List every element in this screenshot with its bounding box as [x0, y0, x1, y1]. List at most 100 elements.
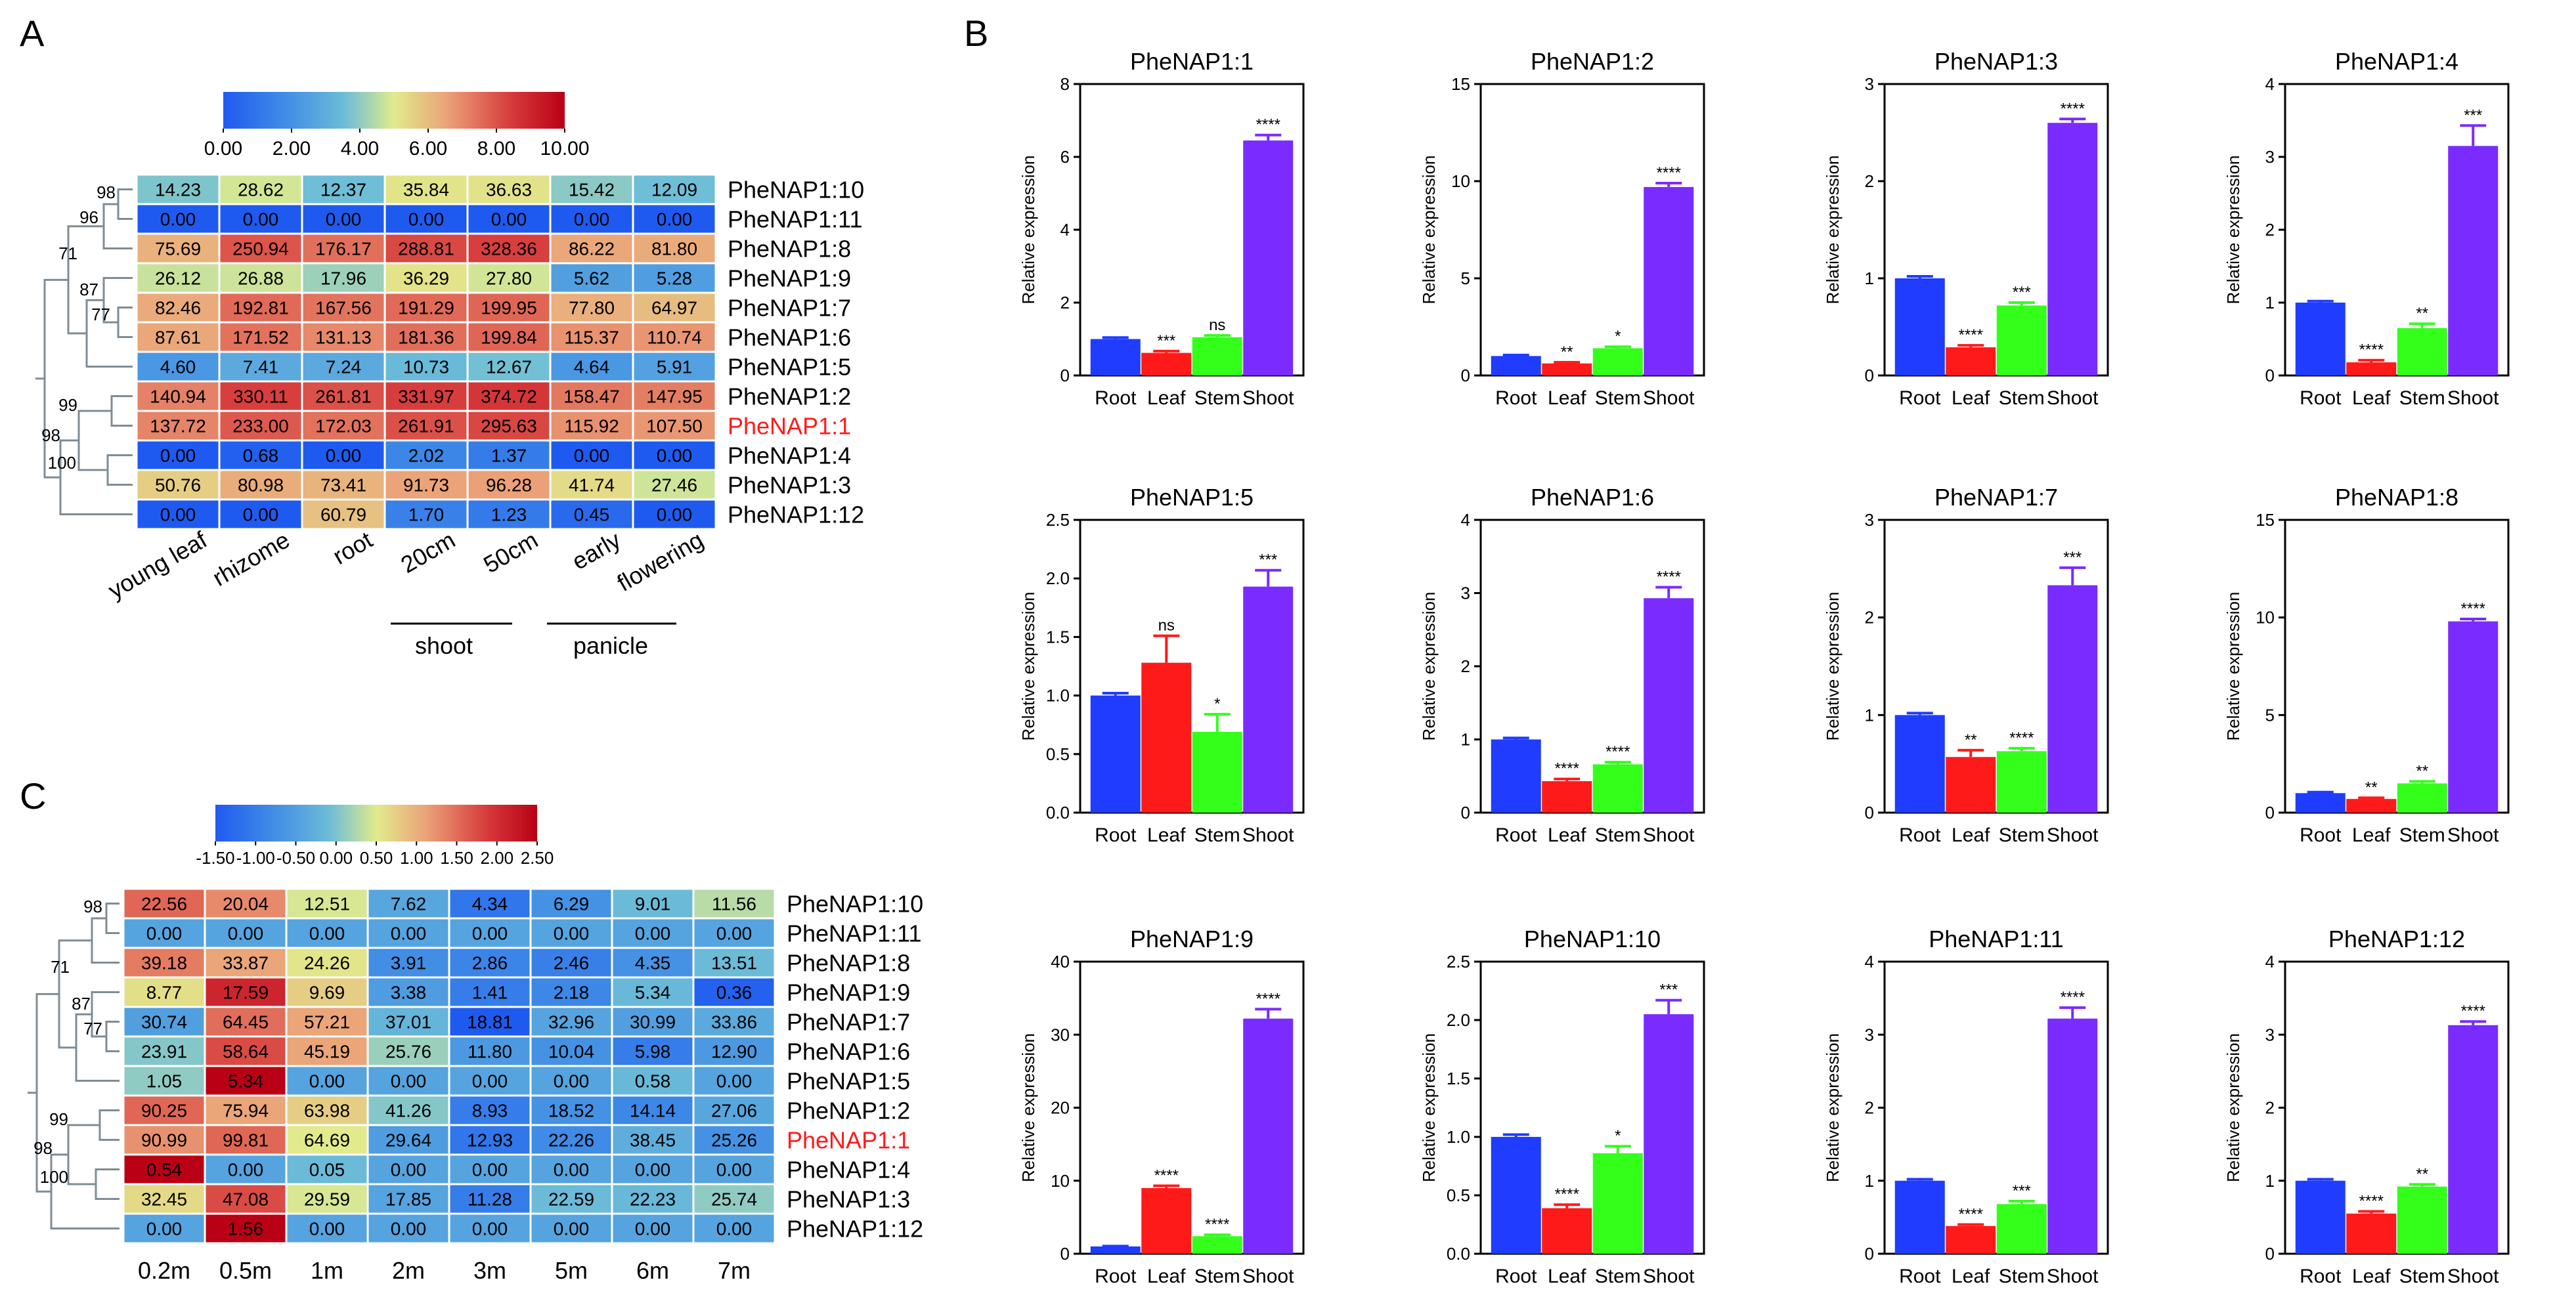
- bootstrap-value: 96: [79, 207, 98, 227]
- chart-frame: [1479, 960, 1705, 1255]
- heatmap-cell-value: 91.73: [403, 475, 449, 496]
- y-axis-label: Relative expression: [1419, 156, 1439, 305]
- heatmap-column-label: 20cm: [396, 526, 460, 578]
- y-tick-label: 2.5: [1046, 510, 1070, 530]
- x-category-label: Root: [1495, 824, 1537, 846]
- colorbar-tick-label: -1.50: [196, 848, 234, 868]
- heatmap-cell: [632, 498, 717, 530]
- heatmap-cell: [135, 380, 221, 412]
- heatmap-cell: [204, 947, 288, 979]
- y-tick-label: 10: [1051, 1171, 1070, 1191]
- chart-title: PheNAP1:8: [2335, 484, 2458, 511]
- y-tick-label: 20: [1051, 1098, 1070, 1118]
- y-axis-label: Relative expression: [1823, 592, 1843, 741]
- heatmap-cell: [466, 439, 552, 471]
- heatmap-c-colorbar: [215, 805, 537, 842]
- x-category-label: Stem: [1595, 387, 1641, 409]
- bar-shoot: [2448, 146, 2499, 375]
- heatmap-cell-value: 158.47: [563, 387, 620, 407]
- colorbar-tick-label: 1.00: [400, 848, 433, 868]
- x-category-label: Leaf: [1147, 387, 1186, 409]
- heatmap-cell-value: 0.00: [243, 505, 279, 525]
- heatmap-cell-value: 64.97: [651, 298, 697, 318]
- heatmap-cell-value: 75.94: [223, 1101, 269, 1121]
- heatmap-cell: [448, 917, 532, 949]
- x-category-label: Stem: [1999, 824, 2045, 846]
- heatmap-cell: [611, 1212, 695, 1245]
- x-category-label: Root: [1095, 824, 1137, 846]
- heatmap-cell-value: 0.00: [554, 1071, 590, 1092]
- y-tick-label: 0.0: [1447, 1244, 1470, 1264]
- x-category-label: Leaf: [1548, 387, 1586, 409]
- x-category-label: Root: [1495, 1266, 1537, 1287]
- bar-shoot: [2448, 1025, 2499, 1254]
- heatmap-cell: [285, 887, 369, 920]
- x-category-label: Root: [2300, 824, 2342, 846]
- significance-label: **: [1965, 731, 1977, 749]
- heatmap-cell-value: 22.23: [630, 1189, 676, 1210]
- x-category-label: Shoot: [2447, 824, 2499, 846]
- heatmap-column-label: young leaf: [104, 526, 212, 604]
- heatmap-row-label: PheNAP1:8: [728, 236, 851, 263]
- chart-title: PheNAP1:9: [1130, 926, 1254, 952]
- significance-label: ***: [1259, 551, 1277, 569]
- dendrogram-branch: [110, 395, 133, 427]
- chart-title: PheNAP1:5: [1130, 484, 1254, 511]
- heatmap-cell-value: 12.67: [486, 357, 532, 377]
- heatmap-cell-value: 32.45: [141, 1189, 187, 1210]
- y-tick-label: 5: [2265, 705, 2275, 725]
- heatmap-cell-value: 0.00: [716, 924, 753, 944]
- heatmap-cell-value: 6.29: [554, 894, 590, 914]
- heatmap-cell: [366, 1212, 450, 1245]
- significance-label: ****: [1154, 1167, 1179, 1185]
- y-tick-label: 1: [1865, 1171, 1874, 1191]
- x-category-label: Root: [1095, 387, 1137, 409]
- heatmap-cell-value: 0.00: [243, 209, 279, 230]
- heatmap-cell: [218, 291, 303, 324]
- heatmap-cell-value: 199.84: [481, 328, 537, 348]
- heatmap-cell: [204, 1094, 288, 1126]
- heatmap-cell-value: 147.95: [646, 387, 703, 407]
- heatmap-column-label: 2m: [392, 1257, 425, 1284]
- bar-root: [1090, 339, 1141, 375]
- heatmap-cell: [301, 291, 386, 324]
- bar-leaf: [1141, 1187, 1192, 1254]
- significance-label: ****: [2061, 989, 2085, 1006]
- heatmap-cell: [448, 1212, 532, 1245]
- y-tick-label: 3: [1865, 510, 1874, 530]
- heatmap-cell-value: 295.63: [481, 416, 537, 437]
- heatmap-cell-value: 0.00: [472, 1071, 508, 1092]
- heatmap-cell: [204, 887, 288, 920]
- heatmap-cell: [632, 262, 717, 294]
- bar-stem: [2397, 783, 2447, 813]
- colorbar-tick-label: 4.00: [341, 138, 379, 160]
- heatmap-cell-value: 17.59: [223, 983, 269, 1003]
- heatmap-cell-value: 0.36: [716, 983, 753, 1003]
- heatmap-cell-value: 115.92: [564, 416, 619, 437]
- heatmap-cell-value: 18.81: [467, 1012, 513, 1033]
- chart-title: PheNAP1:3: [1934, 48, 2058, 75]
- heatmap-row-label: PheNAP1:8: [787, 950, 910, 977]
- heatmap-cell-value: 26.88: [238, 268, 284, 289]
- y-tick-label: 0: [1865, 803, 1874, 822]
- heatmap-cell-value: 17.96: [320, 268, 366, 289]
- group-label-panicle: panicle: [573, 632, 648, 659]
- y-tick-label: 5: [1461, 268, 1470, 288]
- y-axis-label: Relative expression: [2223, 592, 2243, 741]
- bar-chart-8: PheNAP1:8 0 5 10 15 Relative expression Root **…: [2223, 484, 2510, 846]
- dendrogram-branch: [35, 992, 59, 1193]
- heatmap-cell-value: 0.58: [635, 1071, 671, 1092]
- heatmap-cell-value: 330.11: [233, 387, 288, 407]
- bootstrap-value: 71: [51, 957, 70, 977]
- dendrogram-branch: [117, 188, 133, 220]
- heatmap-cell: [632, 173, 717, 205]
- y-tick-label: 3: [1865, 74, 1874, 94]
- heatmap-column-label: 5m: [555, 1257, 588, 1284]
- heatmap-cell: [611, 976, 695, 1008]
- heatmap-cell-value: 137.72: [150, 416, 206, 437]
- heatmap-cell-value: 288.81: [398, 239, 454, 259]
- heatmap-cell-value: 30.99: [630, 1012, 676, 1033]
- colorbar-tick-label: 0.00: [319, 848, 353, 868]
- x-category-label: Root: [1899, 1266, 1941, 1287]
- heatmap-row-label: PheNAP1:1: [728, 413, 851, 440]
